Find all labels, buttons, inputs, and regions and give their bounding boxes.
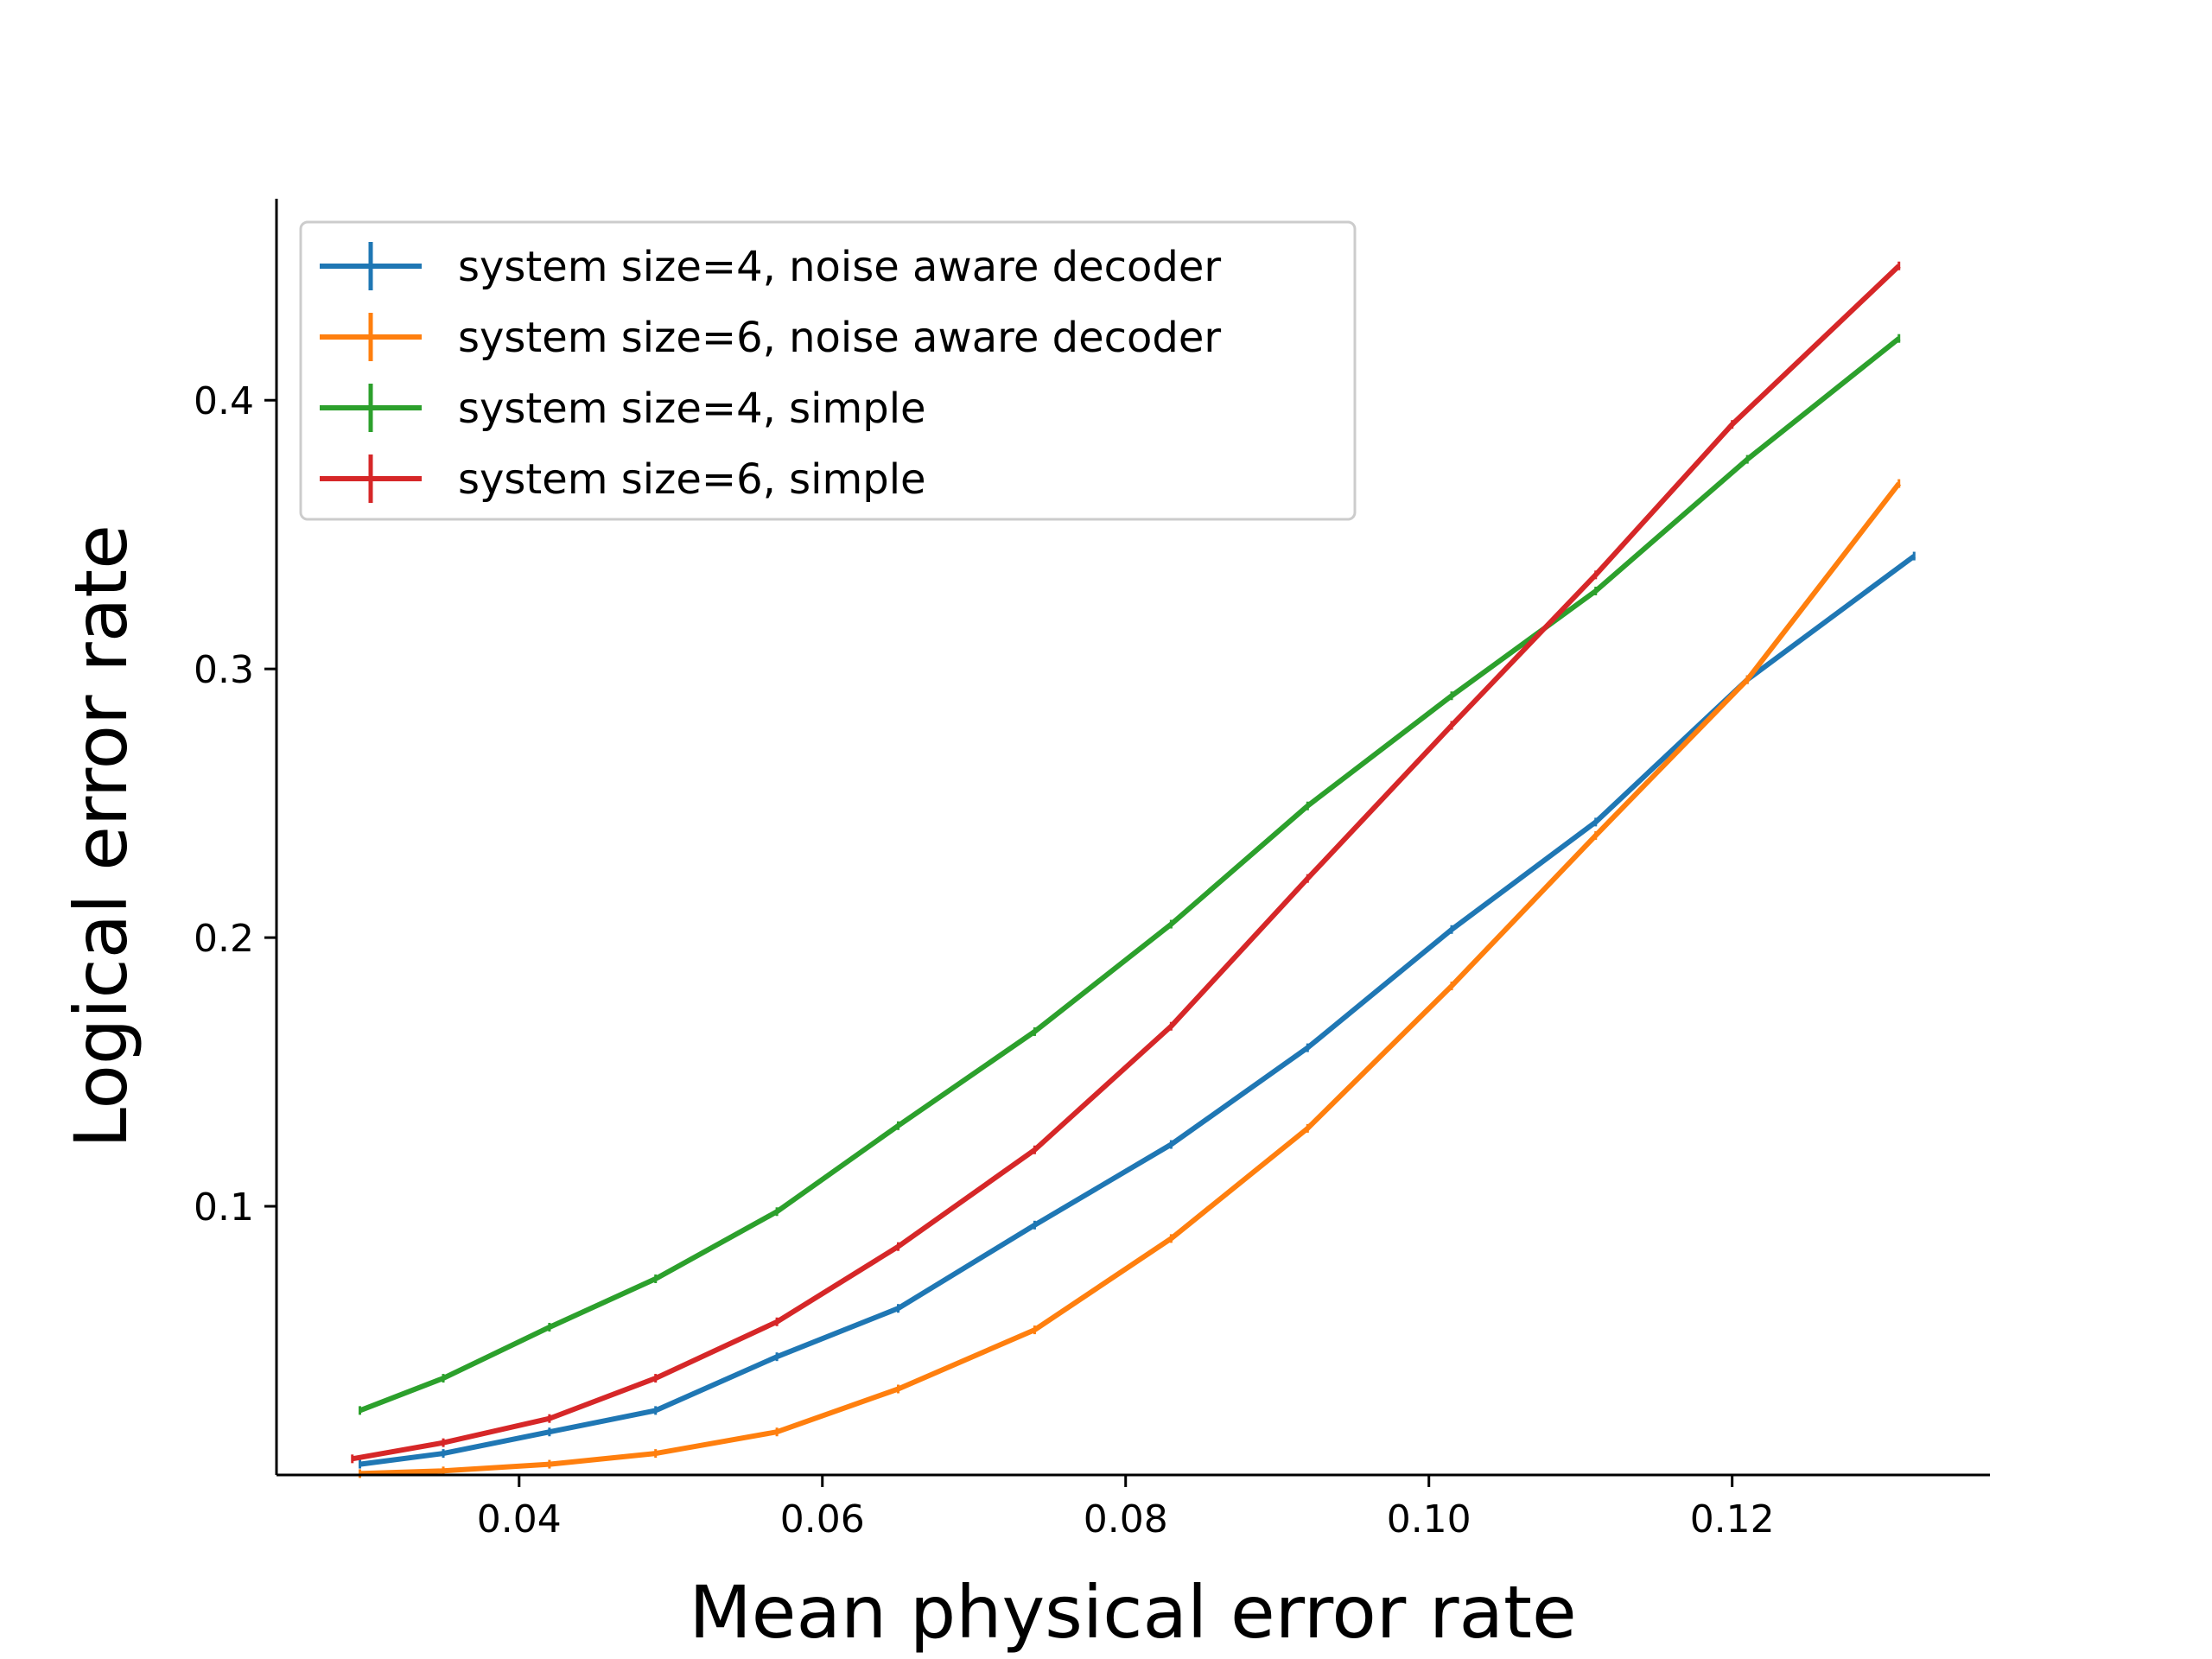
y-tick-label: 0.4: [194, 379, 254, 423]
x-tick-label: 0.06: [780, 1497, 865, 1541]
y-tick-label: 0.3: [194, 648, 254, 692]
x-ticks: 0.04 0.06 0.08 0.10 0.12: [477, 1475, 1775, 1541]
x-tick-label: 0.10: [1387, 1497, 1471, 1541]
plot-lines: [351, 261, 1916, 1478]
axes: [275, 199, 1990, 1477]
legend-label-1: system size=4, noise aware decoder: [458, 243, 1221, 291]
legend: system size=4, noise aware decoder system…: [299, 220, 1357, 521]
legend-frame: [299, 220, 1357, 521]
legend-label-2: system size=6, noise aware decoder: [458, 314, 1221, 362]
x-tick-label: 0.12: [1690, 1497, 1775, 1541]
x-tick-label: 0.08: [1084, 1497, 1168, 1541]
legend-label-3: system size=4, simple: [458, 385, 926, 433]
legend-label-4: system size=6, simple: [458, 455, 926, 504]
x-axis-label: Mean physical error rate: [689, 1570, 1576, 1655]
y-ticks: 0.1 0.2 0.3 0.4: [194, 379, 276, 1230]
y-tick-label: 0.2: [194, 917, 254, 961]
y-axis-label: Logical error rate: [59, 524, 143, 1148]
x-tick-label: 0.04: [477, 1497, 562, 1541]
y-tick-label: 0.1: [194, 1185, 254, 1230]
legend-entries: system size=4, noise aware decoder system…: [320, 242, 1221, 504]
